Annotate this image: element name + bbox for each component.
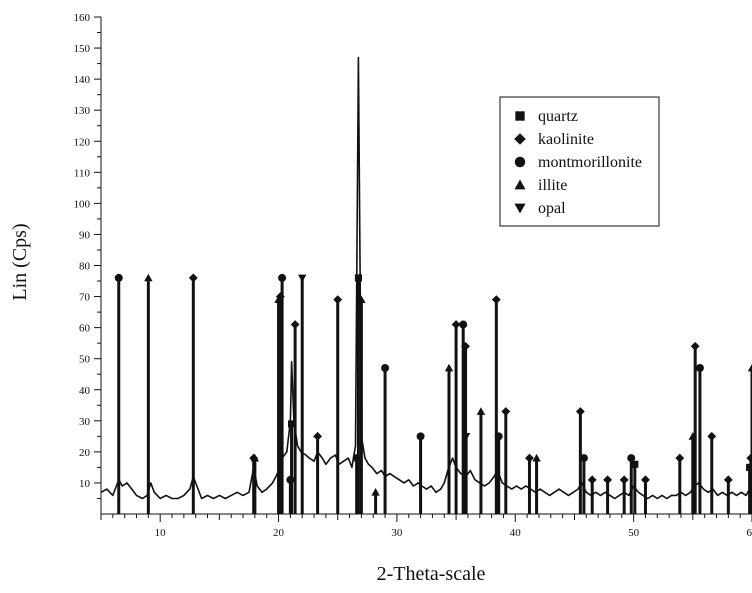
y-axis-title: Lin (Cps) <box>9 223 31 300</box>
y-tick-label: 70 <box>79 292 91 304</box>
peak-marker-diamond <box>723 475 733 485</box>
peak-marker-diamond <box>313 431 323 441</box>
peak-marker-diamond <box>275 292 285 301</box>
peak-marker-diamond <box>501 407 511 416</box>
peak-marker-triangle-up <box>250 453 260 462</box>
y-tick-label: 120 <box>74 136 91 148</box>
peak-marker-diamond <box>619 475 629 485</box>
legend-box <box>499 96 660 227</box>
peak-marker-circle <box>278 273 287 282</box>
y-tick-label: 90 <box>79 229 91 241</box>
y-tick-label: 100 <box>74 198 91 210</box>
peak-marker-diamond <box>675 453 685 463</box>
y-tick-label: 150 <box>74 43 91 55</box>
y-tick-label: 130 <box>74 105 91 117</box>
peak-marker-triangle-down <box>461 432 471 441</box>
x-tick-label: 40 <box>510 527 522 539</box>
peak-marker-triangle-up <box>274 295 283 304</box>
peak-marker-diamond <box>707 431 717 441</box>
legend-label: montmorillonite <box>538 154 642 171</box>
peak-marker-square <box>354 274 363 282</box>
peak-marker-circle <box>114 273 123 282</box>
peak-marker-diamond <box>587 475 597 485</box>
peak-marker-triangle-up <box>371 488 380 496</box>
y-tick-label: 40 <box>79 385 91 397</box>
peak-marker-triangle-up <box>688 432 698 440</box>
x-tick-label: 60 <box>747 527 752 539</box>
legend-label: kaolinite <box>538 131 594 148</box>
peak-marker-circle <box>381 364 390 372</box>
axes <box>100 17 752 515</box>
peak-marker-circle <box>286 475 295 484</box>
legend-label: quartz <box>538 108 578 125</box>
x-ticks: 10 20 30 40 50 60 <box>100 514 752 539</box>
peak-marker-triangle-down <box>298 274 307 283</box>
y-tick-label: 110 <box>74 167 91 179</box>
legend-marker-square <box>515 111 525 121</box>
legend-label: illite <box>538 177 567 194</box>
diffraction-trace-line <box>100 56 752 500</box>
peak-marker-circle <box>352 454 361 463</box>
peak-lines <box>117 277 752 514</box>
peak-marker-square <box>631 460 639 468</box>
peak-marker-circle <box>416 432 425 441</box>
y-tick-label: 30 <box>79 416 91 428</box>
y-tick-label: 140 <box>74 74 91 86</box>
peak-marker-triangle-up <box>357 295 366 304</box>
peak-marker-triangle-up <box>532 453 541 462</box>
peak-marker-diamond <box>746 453 752 463</box>
legend-marker-circle <box>514 156 526 168</box>
y-tick-label: 20 <box>79 447 91 459</box>
peak-marker-circle <box>459 320 468 329</box>
y-tick-label: 160 <box>74 12 91 24</box>
x-axis-title: 2-Theta-scale <box>377 563 486 585</box>
y-ticks: 10 20 30 40 50 60 70 80 90 100 110 120 130 140 150 160 <box>74 12 101 499</box>
peak-marker-diamond <box>690 341 700 351</box>
peak-marker-diamond <box>333 295 343 305</box>
y-tick-label: 60 <box>79 323 91 335</box>
legend: quartz kaolinite montmorillonite illite opal <box>499 96 660 227</box>
peak-marker-circle <box>695 364 704 372</box>
peak-marker-diamond <box>290 320 300 329</box>
peak-markers <box>114 273 752 496</box>
peak-marker-square <box>746 463 752 471</box>
peak-marker-triangle-up <box>144 273 153 282</box>
peak-marker-circle <box>627 454 636 463</box>
y-tick-label: 80 <box>79 261 91 273</box>
peak-marker-circle <box>494 432 503 441</box>
peak-marker-diamond <box>461 341 470 351</box>
x-tick-label: 10 <box>155 527 167 539</box>
peak-marker-triangle-up <box>747 363 752 372</box>
legend-marker-triangle-up <box>514 179 526 190</box>
y-tick-label: 10 <box>79 478 91 490</box>
peak-marker-triangle-up <box>476 407 486 415</box>
legend-label: opal <box>538 200 566 217</box>
x-tick-label: 20 <box>273 527 285 539</box>
peak-marker-square <box>287 420 296 428</box>
peak-marker-diamond <box>525 453 534 463</box>
peak-marker-diamond <box>491 295 501 305</box>
peak-marker-diamond <box>451 320 461 329</box>
x-tick-label: 50 <box>628 527 640 539</box>
peak-marker-triangle-up <box>444 363 454 372</box>
legend-marker-triangle-down <box>514 203 526 214</box>
legend-marker-diamond <box>514 133 526 145</box>
x-tick-label: 30 <box>391 527 403 539</box>
diffraction-trace <box>100 56 752 500</box>
peak-marker-diamond <box>603 475 613 485</box>
peak-marker-diamond <box>575 407 585 416</box>
peak-marker-circle <box>579 454 588 463</box>
peak-marker-diamond <box>641 475 650 485</box>
peak-marker-diamond <box>188 273 198 283</box>
y-tick-label: 50 <box>79 354 91 366</box>
